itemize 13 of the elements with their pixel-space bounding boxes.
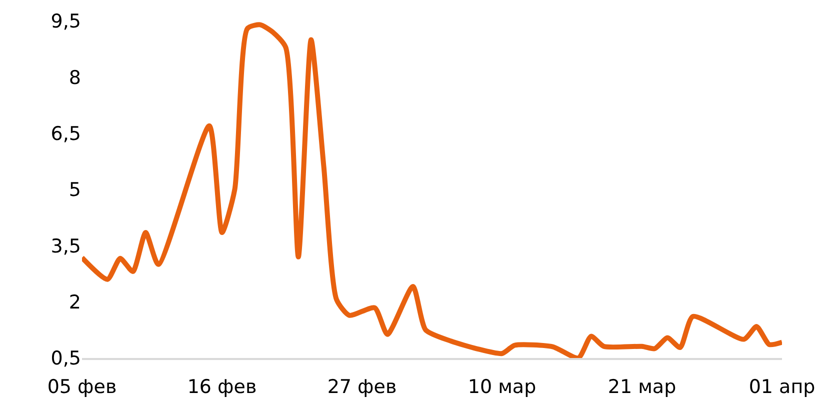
y-tick-label: 2 [68,291,81,314]
y-tick-label: 5 [68,179,81,202]
y-tick-label: 8 [68,66,81,89]
x-tick-label: 27 фев [327,376,397,398]
y-tick-label: 9,5 [50,10,81,33]
x-tick-label: 05 фев [47,376,117,398]
y-tick-label: 6,5 [50,122,81,145]
y-tick-label: 3,5 [50,235,81,258]
x-tick-label: 10 мар [468,376,536,398]
x-tick-label: 01 апр [748,376,816,398]
x-tick-label: 21 мар [608,376,676,398]
x-tick-label: 16 фев [187,376,257,398]
y-tick-label: 0,5 [50,348,81,370]
